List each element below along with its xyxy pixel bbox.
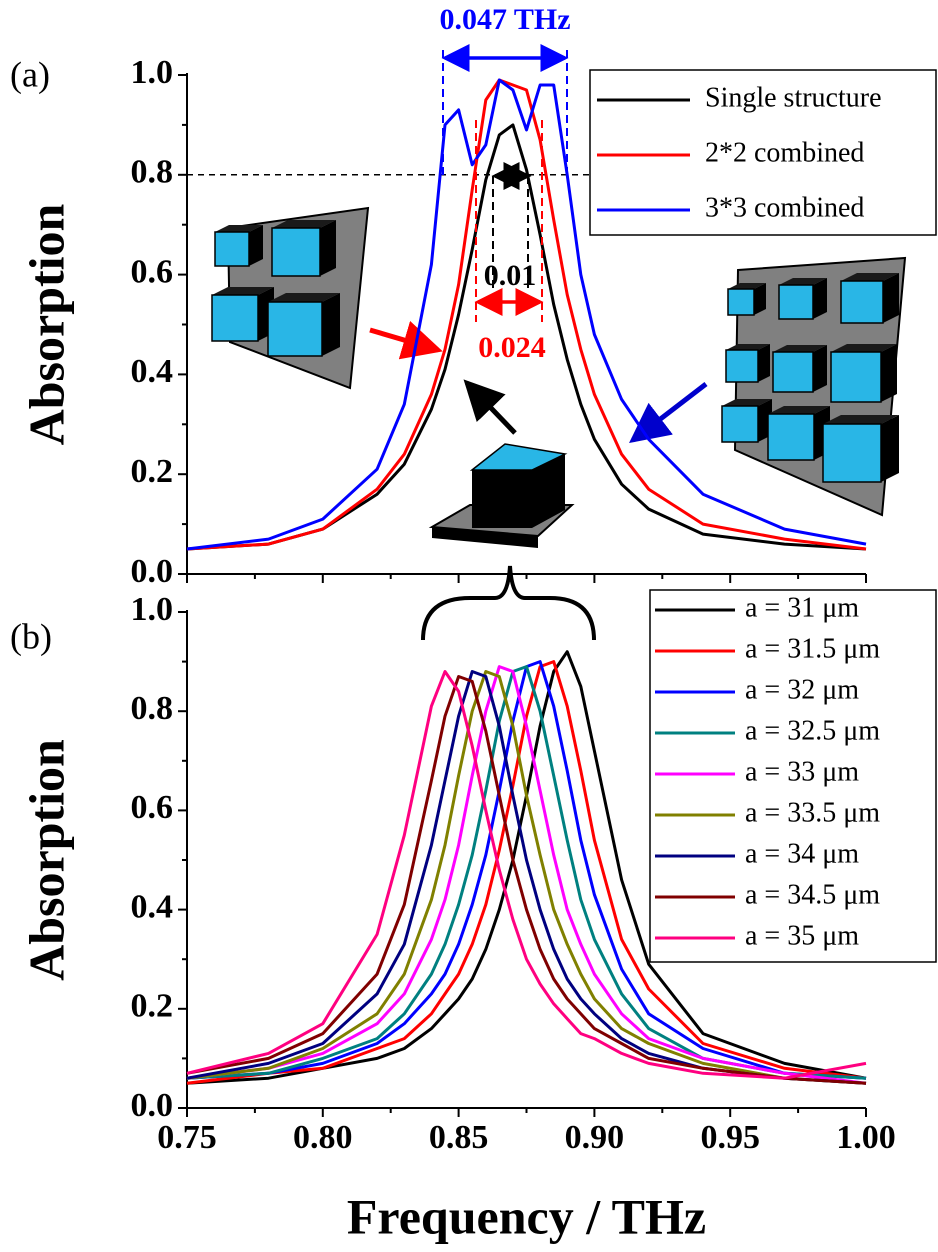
legend-label: 3*3 combined [705,192,864,223]
series-line [186,675,867,1085]
legend-label: Single structure [705,82,882,113]
legend-label: a = 31 μm [745,592,859,623]
cube-face [721,405,759,443]
cube-top [722,399,772,406]
arrow [369,320,443,360]
cube-top [841,273,899,281]
series-line [186,660,867,1085]
y-tick-label: 0.8 [131,154,174,191]
legend-label: a = 33 μm [745,756,859,787]
arrow [629,382,708,444]
y-tick-label: 0.2 [131,988,174,1025]
x-tick-label: 0.90 [565,1119,625,1156]
cube-side [881,415,899,482]
series-line [186,670,867,1085]
cube-top [215,225,263,232]
x-axis-label: Frequency / THz [347,1188,706,1244]
cube-face [725,349,759,383]
y-tick-label: 0.4 [131,353,174,390]
cube-top [212,287,274,295]
pillar-side [532,454,565,528]
legend-label: a = 35 μm [745,920,859,951]
cube-face [271,227,321,277]
x-tick-label: 0.85 [429,1119,489,1156]
cube-top [768,406,830,414]
legend-box [589,69,937,236]
annotation: 0.024 [478,331,546,364]
legend-label: a = 33.5 μm [745,797,880,828]
x-tick-label: 1.00 [836,1119,896,1156]
series-line [186,78,867,551]
cube-face [772,351,814,393]
cube-face [778,284,814,320]
cube-side [249,225,263,266]
cube-face [822,423,882,483]
y-tick-label: 1.0 [131,54,174,91]
cube-top [823,415,899,424]
cube-face [267,301,323,357]
cube-side [754,283,766,315]
cube-face [214,231,250,267]
y-tick-label: 0.2 [131,453,174,490]
series-line [186,665,867,1085]
x-tick-label: 0.95 [700,1119,760,1156]
series-line [186,78,867,551]
y-axis-label: Absorption [18,203,74,445]
cube-side [883,273,899,323]
legend-label: a = 34.5 μm [745,879,880,910]
x-tick-label: 0.80 [293,1119,353,1156]
cube-side [758,344,770,382]
brace [421,565,596,641]
cube-top [272,220,336,228]
annotation: 0.01 [484,259,537,292]
cube-side [320,220,336,276]
cube-top [726,344,770,350]
x-tick-label: 0.75 [157,1119,217,1156]
y-tick-label: 0.6 [131,789,174,826]
legend-label: a = 31.5 μm [745,633,880,664]
panel-label: (a) [10,54,50,94]
panel-label: (b) [10,616,52,656]
cube-top [773,345,827,352]
y-tick-label: 0.4 [131,888,174,925]
y-axis-label: Absorption [18,739,74,981]
cube-side [813,345,827,392]
annotation: 0.047 THz [439,3,570,36]
insets [211,206,907,641]
y-tick-label: 0.6 [131,253,174,290]
arrow [463,379,517,435]
cube-face [840,280,884,324]
y-tick-label: 0.0 [131,553,174,590]
cube-side [322,293,340,356]
cube-face [830,351,882,403]
series-line [186,670,867,1085]
y-tick-label: 0.8 [131,690,174,727]
legend-label: a = 32.5 μm [745,715,880,746]
legend-label: 2*2 combined [705,137,864,168]
series-line [186,123,867,551]
y-tick-label: 1.0 [131,591,174,628]
cube-top [831,344,897,352]
cube-face [767,413,815,461]
cube-side [881,344,897,402]
legend-label: a = 34 μm [745,838,859,869]
cube-top [268,293,340,302]
cube-top [779,278,827,285]
cube-side [813,278,827,319]
legend-label: a = 32 μm [745,674,859,705]
cube-face [211,294,259,342]
pillar-front [472,470,532,528]
y-tick-label: 0.0 [131,1087,174,1124]
cube-top [728,283,766,289]
series-line [186,670,867,1080]
cube-face [727,288,755,316]
base-edge [432,527,538,548]
